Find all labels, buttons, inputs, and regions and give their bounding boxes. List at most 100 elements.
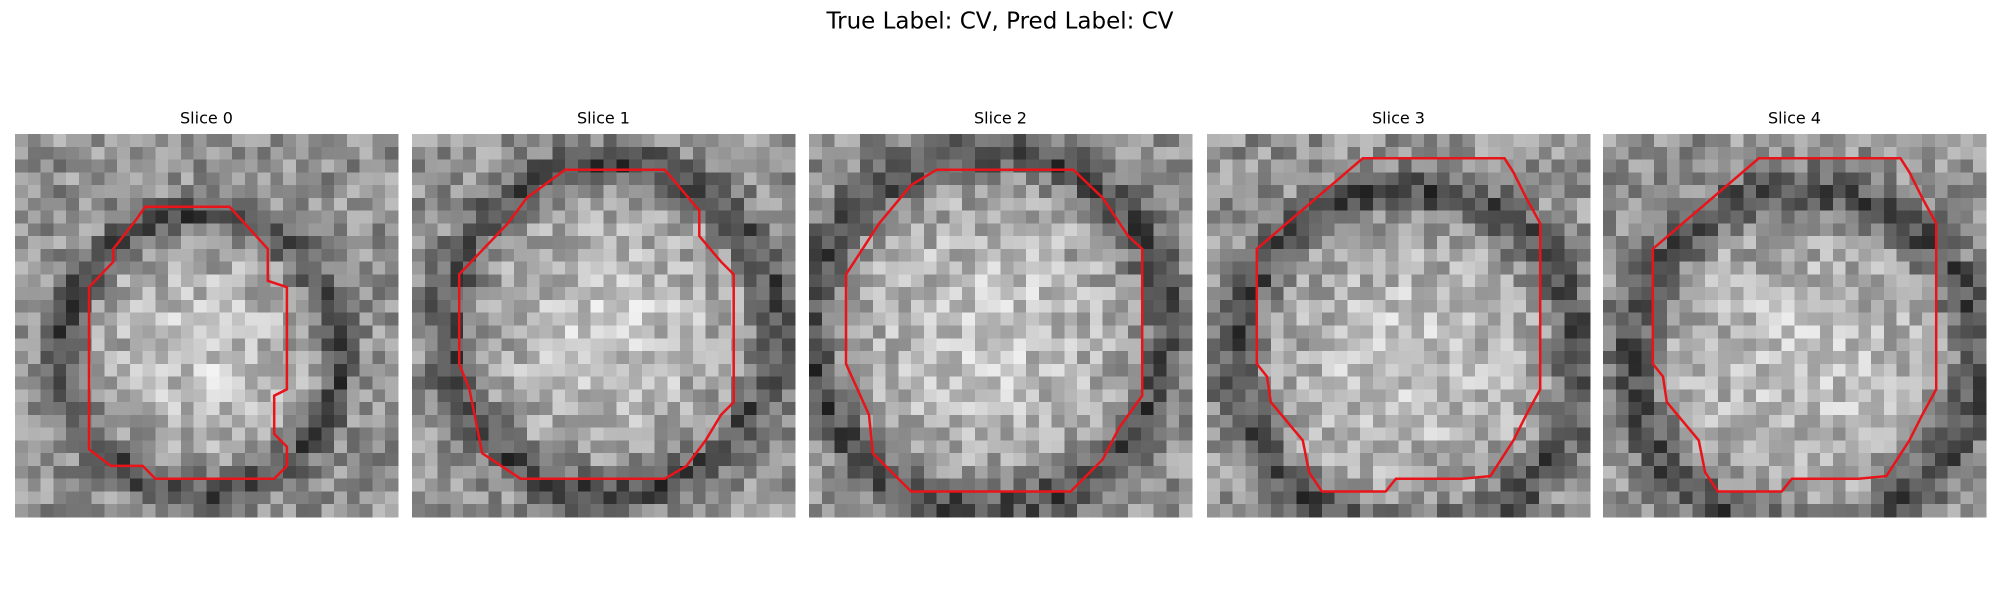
pixel bbox=[1398, 414, 1412, 429]
pixel bbox=[923, 363, 938, 377]
pixel bbox=[782, 338, 796, 352]
pixel bbox=[1922, 351, 1936, 365]
pixel bbox=[629, 299, 643, 314]
pixel bbox=[1743, 478, 1757, 492]
pixel bbox=[756, 338, 770, 352]
pixel bbox=[334, 134, 348, 148]
pixel bbox=[1411, 223, 1425, 237]
pixel bbox=[974, 402, 989, 416]
pixel bbox=[270, 402, 284, 416]
pixel bbox=[1436, 159, 1450, 173]
pixel bbox=[1922, 287, 1936, 301]
pixel bbox=[526, 248, 541, 263]
pixel bbox=[680, 351, 694, 365]
pixel bbox=[359, 351, 373, 365]
pixel bbox=[168, 338, 182, 352]
pixel bbox=[1526, 185, 1540, 199]
pixel bbox=[1321, 491, 1336, 505]
pixel bbox=[667, 478, 681, 492]
pixel bbox=[1334, 134, 1348, 148]
pixel bbox=[1922, 414, 1936, 429]
pixel bbox=[232, 504, 246, 518]
pixel bbox=[756, 146, 770, 160]
pixel bbox=[667, 491, 681, 505]
pixel bbox=[1372, 185, 1387, 199]
pixel bbox=[1128, 427, 1142, 441]
pixel bbox=[308, 312, 322, 326]
pixel bbox=[552, 248, 566, 263]
pixel bbox=[539, 453, 553, 467]
pixel bbox=[1487, 376, 1502, 390]
pixel bbox=[1038, 223, 1052, 237]
pixel bbox=[1871, 478, 1885, 492]
pixel bbox=[1064, 197, 1078, 211]
pixel bbox=[974, 351, 989, 365]
pixel bbox=[501, 325, 515, 339]
pixel bbox=[437, 504, 451, 518]
pixel bbox=[949, 427, 963, 441]
pixel bbox=[155, 465, 169, 480]
pixel bbox=[1564, 261, 1578, 275]
pixel bbox=[860, 299, 874, 314]
pixel bbox=[1909, 185, 1923, 199]
pixel bbox=[1334, 185, 1348, 199]
pixel bbox=[962, 389, 976, 403]
pixel bbox=[1051, 376, 1065, 390]
pixel bbox=[104, 312, 118, 326]
pixel bbox=[1500, 287, 1514, 301]
pixel bbox=[949, 491, 963, 505]
pixel bbox=[821, 389, 835, 403]
pixel bbox=[295, 491, 310, 505]
pixel bbox=[180, 185, 195, 199]
pixel bbox=[1577, 261, 1591, 275]
pixel bbox=[834, 261, 848, 275]
pixel bbox=[654, 389, 668, 403]
pixel bbox=[514, 491, 528, 505]
pixel bbox=[1179, 197, 1193, 211]
pixel bbox=[911, 338, 925, 352]
pixel bbox=[1270, 389, 1284, 403]
pixel bbox=[1038, 287, 1052, 301]
pixel bbox=[1654, 261, 1668, 275]
pixel bbox=[346, 402, 361, 416]
pixel bbox=[1128, 325, 1142, 339]
pixel bbox=[1462, 376, 1476, 390]
pixel bbox=[78, 172, 92, 186]
pixel bbox=[526, 351, 541, 365]
pixel bbox=[142, 376, 156, 390]
pixel bbox=[1219, 172, 1233, 186]
pixel bbox=[1026, 197, 1040, 211]
pixel bbox=[1296, 146, 1310, 160]
pixel bbox=[475, 134, 489, 148]
pixel bbox=[1077, 440, 1091, 454]
pixel bbox=[809, 491, 823, 505]
pixel bbox=[1258, 491, 1272, 505]
pixel bbox=[1666, 312, 1680, 326]
pixel bbox=[1179, 172, 1193, 186]
pixel bbox=[1832, 504, 1846, 518]
pixel bbox=[1115, 248, 1129, 263]
pixel bbox=[654, 274, 668, 288]
pixel bbox=[193, 402, 207, 416]
pixel bbox=[1922, 159, 1936, 173]
pixel bbox=[334, 402, 348, 416]
pixel bbox=[1615, 440, 1629, 454]
pixel bbox=[577, 261, 592, 275]
pixel bbox=[731, 223, 745, 237]
pixel bbox=[1679, 197, 1693, 211]
pixel bbox=[1347, 414, 1361, 429]
pixel bbox=[359, 159, 373, 173]
pixel bbox=[936, 478, 950, 492]
pixel bbox=[1768, 159, 1783, 173]
pixel bbox=[847, 504, 861, 518]
pixel bbox=[1089, 351, 1104, 365]
pixel bbox=[501, 351, 515, 365]
pixel bbox=[834, 274, 848, 288]
pixel bbox=[629, 351, 643, 365]
pixel bbox=[577, 134, 592, 148]
pixel bbox=[206, 146, 220, 160]
pixel bbox=[898, 146, 912, 160]
pixel bbox=[1781, 338, 1795, 352]
pixel bbox=[1153, 402, 1167, 416]
pixel bbox=[244, 248, 258, 263]
